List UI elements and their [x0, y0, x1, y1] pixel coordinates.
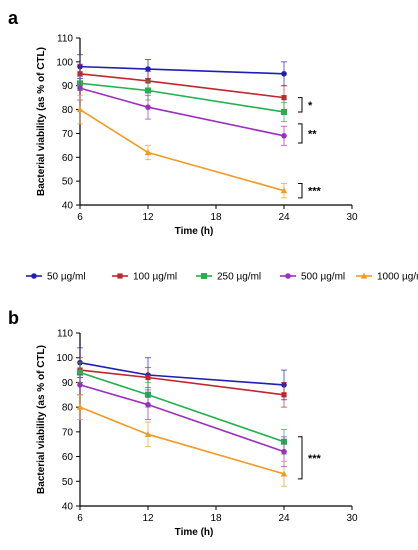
- x-tick-label: 24: [278, 212, 290, 223]
- data-point: [77, 71, 83, 77]
- y-tick-label: 50: [62, 177, 74, 188]
- panel-label: a: [8, 8, 19, 28]
- x-tick-label: 18: [210, 513, 222, 524]
- significance-bracket: [298, 183, 303, 199]
- series-line: [79, 65, 285, 75]
- series-2: [77, 362, 287, 455]
- data-point: [144, 149, 152, 156]
- x-tick-label: 12: [142, 513, 154, 524]
- data-point: [77, 382, 83, 388]
- x-tick-label: 6: [77, 513, 83, 524]
- legend-entry: 500 µg/ml: [280, 272, 345, 283]
- legend-marker: [117, 273, 123, 279]
- data-point: [281, 392, 287, 398]
- series-line: [79, 82, 285, 113]
- significance-bracket: [298, 97, 303, 113]
- data-point: [77, 85, 83, 91]
- legend: 50 µg/ml 100 µg/ml 250 µg/ml 500 µg/ml 1000 …: [26, 272, 418, 283]
- y-tick-label: 70: [62, 129, 74, 140]
- x-tick-label: 18: [210, 212, 222, 223]
- data-point: [281, 95, 287, 101]
- y-tick-label: 110: [57, 34, 73, 45]
- legend-marker: [285, 273, 291, 279]
- significance-label: *: [308, 100, 313, 112]
- x-tick-label: 30: [346, 513, 358, 524]
- chart-panel-b: b 40 50 60 70 80 90 100 110 6 12 18 24 30 Time (h) Bact…: [8, 308, 358, 538]
- y-tick-label: 90: [62, 81, 74, 92]
- data-point: [145, 66, 151, 72]
- y-tick-label: 60: [62, 452, 74, 463]
- data-point: [281, 448, 287, 455]
- legend-marker: [31, 273, 37, 279]
- panel-label: b: [8, 308, 19, 328]
- series-line: [79, 72, 285, 99]
- significance-bracket: [298, 436, 303, 480]
- y-tick-label: 90: [62, 378, 74, 389]
- legend-entry: 1000 µg/ml: [356, 272, 418, 283]
- y-tick-label: 100: [56, 353, 73, 364]
- y-axis-label: Bacterial viability (as % of CTL): [36, 345, 47, 494]
- y-tick-label: 60: [62, 153, 74, 164]
- significance-label: ***: [308, 453, 322, 465]
- series-0: [77, 54, 287, 87]
- series-3: [77, 75, 287, 146]
- legend-marker: [360, 272, 368, 279]
- data-point: [145, 401, 151, 408]
- legend-marker: [201, 273, 207, 279]
- legend-label: 50 µg/ml: [47, 272, 86, 283]
- y-axis-label: Bacterial viability (as % of CTL): [36, 47, 47, 196]
- legend-label: 250 µg/ml: [217, 272, 261, 283]
- data-point: [145, 374, 151, 381]
- series-4: [76, 394, 288, 487]
- legend-entry: 250 µg/ml: [196, 272, 261, 283]
- data-point: [77, 369, 83, 376]
- significance-label: ***: [308, 186, 322, 198]
- series-4: [76, 94, 288, 199]
- y-tick-label: 40: [62, 201, 74, 212]
- y-tick-label: 40: [62, 502, 74, 513]
- series-line: [79, 384, 285, 453]
- data-point: [281, 70, 287, 77]
- y-tick-label: 70: [62, 427, 74, 438]
- x-tick-label: 24: [278, 513, 290, 524]
- chart-panel-a: a 40 50 60 70 80 90 100 110 6 12 18 24 30 Time (h) Bact…: [8, 8, 358, 237]
- x-tick-label: 30: [346, 212, 358, 223]
- data-point: [281, 133, 287, 139]
- series-line: [79, 108, 285, 192]
- legend-label: 500 µg/ml: [301, 272, 345, 283]
- data-point: [145, 87, 151, 94]
- legend-label: 100 µg/ml: [133, 272, 177, 283]
- y-tick-label: 110: [57, 329, 73, 340]
- data-point: [280, 187, 288, 194]
- significance-bracket: [298, 123, 303, 144]
- legend-entry: 50 µg/ml: [26, 272, 86, 283]
- x-tick-label: 6: [77, 212, 83, 223]
- y-tick-label: 100: [56, 57, 73, 68]
- data-point: [144, 430, 152, 437]
- data-point: [76, 106, 84, 113]
- y-tick-label: 80: [62, 403, 74, 414]
- x-tick-label: 12: [142, 212, 154, 223]
- x-axis-label: Time (h): [175, 527, 214, 538]
- data-point: [280, 470, 288, 477]
- significance-label: **: [308, 128, 317, 140]
- data-point: [281, 108, 287, 115]
- legend-entry: 100 µg/ml: [112, 272, 177, 283]
- y-tick-label: 80: [62, 105, 74, 116]
- x-axis-label: Time (h): [175, 226, 214, 237]
- y-tick-label: 50: [62, 477, 74, 488]
- data-point: [145, 104, 151, 110]
- data-point: [76, 403, 84, 410]
- legend-label: 1000 µg/ml: [377, 272, 418, 283]
- series-3: [77, 374, 287, 467]
